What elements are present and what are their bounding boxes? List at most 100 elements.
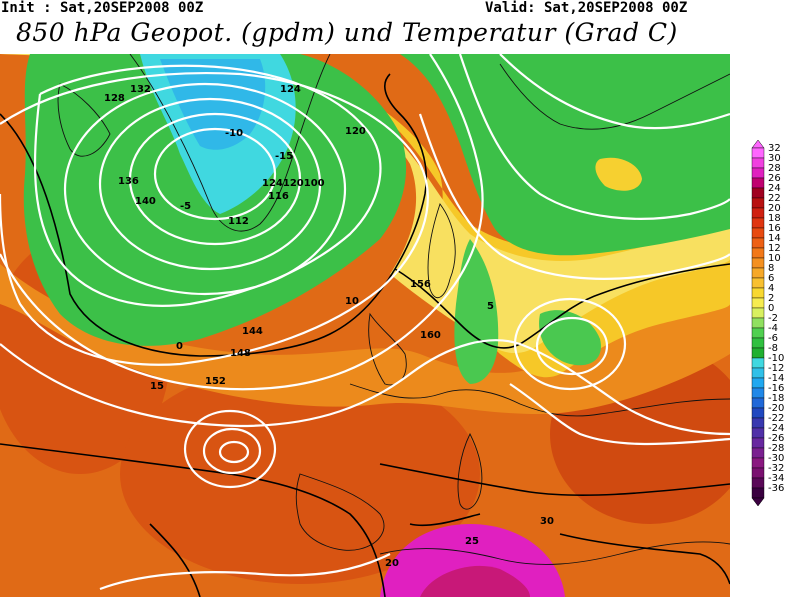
hot-core	[380, 524, 565, 597]
legend-label: -28	[768, 443, 785, 454]
legend-label: 10	[768, 253, 781, 264]
legend-swatch	[751, 207, 765, 219]
legend-swatch	[751, 247, 765, 259]
geo-label: 140	[135, 196, 156, 207]
legend-label: -26	[768, 433, 785, 444]
legend-swatch	[751, 367, 765, 379]
legend-arrow-bottom	[751, 497, 765, 507]
geo-label: 132	[130, 84, 151, 95]
geo-label: 128	[104, 93, 125, 104]
geopotential-isolines	[0, 54, 730, 591]
legend-label: -12	[768, 363, 785, 374]
geo-label: 148	[230, 348, 251, 359]
legend-label: 20	[768, 203, 781, 214]
temp-labels: -15 -10 -5 0 5 10 15 20 25 30	[150, 128, 554, 569]
green-tongue	[454, 239, 499, 384]
legend-swatch	[751, 417, 765, 429]
temperature-isolines	[0, 73, 730, 597]
legend-swatch	[751, 447, 765, 459]
legend-swatch	[751, 327, 765, 339]
legend-label: -20	[768, 403, 785, 414]
legend-label: 6	[768, 273, 775, 284]
legend-swatch	[751, 217, 765, 229]
legend-swatch	[751, 227, 765, 239]
temp-label: -10	[225, 128, 243, 139]
geo-labels: 128 132 124 120 116 112 136 140 144 148 …	[104, 84, 441, 387]
legend-swatch	[751, 287, 765, 299]
legend-swatch	[751, 467, 765, 479]
temp-label: 20	[385, 558, 399, 569]
legend-swatch	[751, 257, 765, 269]
legend-label: 4	[768, 283, 775, 294]
legend-label: -2	[768, 313, 778, 324]
legend-swatch	[751, 407, 765, 419]
legend-label: -16	[768, 383, 785, 394]
legend-label: -24	[768, 423, 785, 434]
legend-swatch	[751, 147, 765, 159]
legend-swatch	[751, 397, 765, 409]
legend-swatch	[751, 187, 765, 199]
legend-swatch	[751, 457, 765, 469]
legend-swatch	[751, 487, 765, 499]
pale-yellow-band	[0, 54, 730, 354]
legend-swatch	[751, 317, 765, 329]
temp-label: -15	[275, 151, 293, 162]
green-trough-east	[400, 54, 730, 256]
temp-label: 15	[150, 381, 164, 392]
legend-label: 8	[768, 263, 775, 274]
legend-arrow-top	[751, 140, 765, 149]
legend-label: 26	[768, 173, 781, 184]
legend-label: 0	[768, 303, 775, 314]
legend-swatch	[751, 297, 765, 309]
temp-label: 10	[345, 296, 359, 307]
legend-swatch	[751, 477, 765, 489]
legend-swatch	[751, 427, 765, 439]
legend-label: 12	[768, 243, 781, 254]
legend-swatch	[751, 157, 765, 169]
legend-label: 24	[768, 183, 781, 194]
legend-label: -32	[768, 463, 785, 474]
geo-label: 120	[345, 126, 366, 137]
cold-core-inner	[160, 59, 266, 150]
geo-label: 152	[205, 376, 226, 387]
green-cutoff	[539, 310, 601, 366]
legend-colorbar	[751, 140, 765, 507]
legend-label: -4	[768, 323, 778, 334]
legend-label: 16	[768, 223, 781, 234]
legend-label: -18	[768, 393, 785, 404]
legend-swatch	[751, 377, 765, 389]
legend-swatch	[751, 167, 765, 179]
legend-swatch	[751, 437, 765, 449]
geo-label: 112	[228, 216, 249, 227]
legend-label: -36	[768, 483, 785, 494]
temp-label: 5	[487, 301, 494, 312]
legend-swatch	[751, 237, 765, 249]
legend-label: 22	[768, 193, 781, 204]
chart-title: 850 hPa Geopot. (gpdm) und Temperatur (G…	[16, 18, 678, 47]
header: Init : Sat,20SEP2008 00Z Valid: Sat,20SE…	[0, 0, 790, 54]
geo-label: 124	[280, 84, 301, 95]
temp-label: -5	[180, 201, 191, 212]
geo-label: 116	[268, 191, 289, 202]
legend-swatch	[751, 277, 765, 289]
legend-swatch	[751, 177, 765, 189]
legend-label: 32	[768, 143, 781, 154]
legend-swatch	[751, 197, 765, 209]
legend-swatch	[751, 267, 765, 279]
legend-label: 2	[768, 293, 775, 304]
legend-swatch	[751, 307, 765, 319]
legend-swatch	[751, 337, 765, 349]
legend-label: 28	[768, 163, 781, 174]
legend-label: 14	[768, 233, 781, 244]
coastlines	[57, 54, 730, 565]
legend-swatch	[751, 347, 765, 359]
legend-label: -30	[768, 453, 785, 464]
temp-label: 25	[465, 536, 479, 547]
legend-label: -14	[768, 373, 785, 384]
hot-core-inner	[420, 565, 530, 597]
geo-label: 124120100	[262, 178, 325, 189]
weather-map: 128 132 124 120 116 112 136 140 144 148 …	[0, 54, 730, 597]
legend-swatch	[751, 357, 765, 369]
geo-label: 160	[420, 330, 441, 341]
legend-label: 30	[768, 153, 781, 164]
